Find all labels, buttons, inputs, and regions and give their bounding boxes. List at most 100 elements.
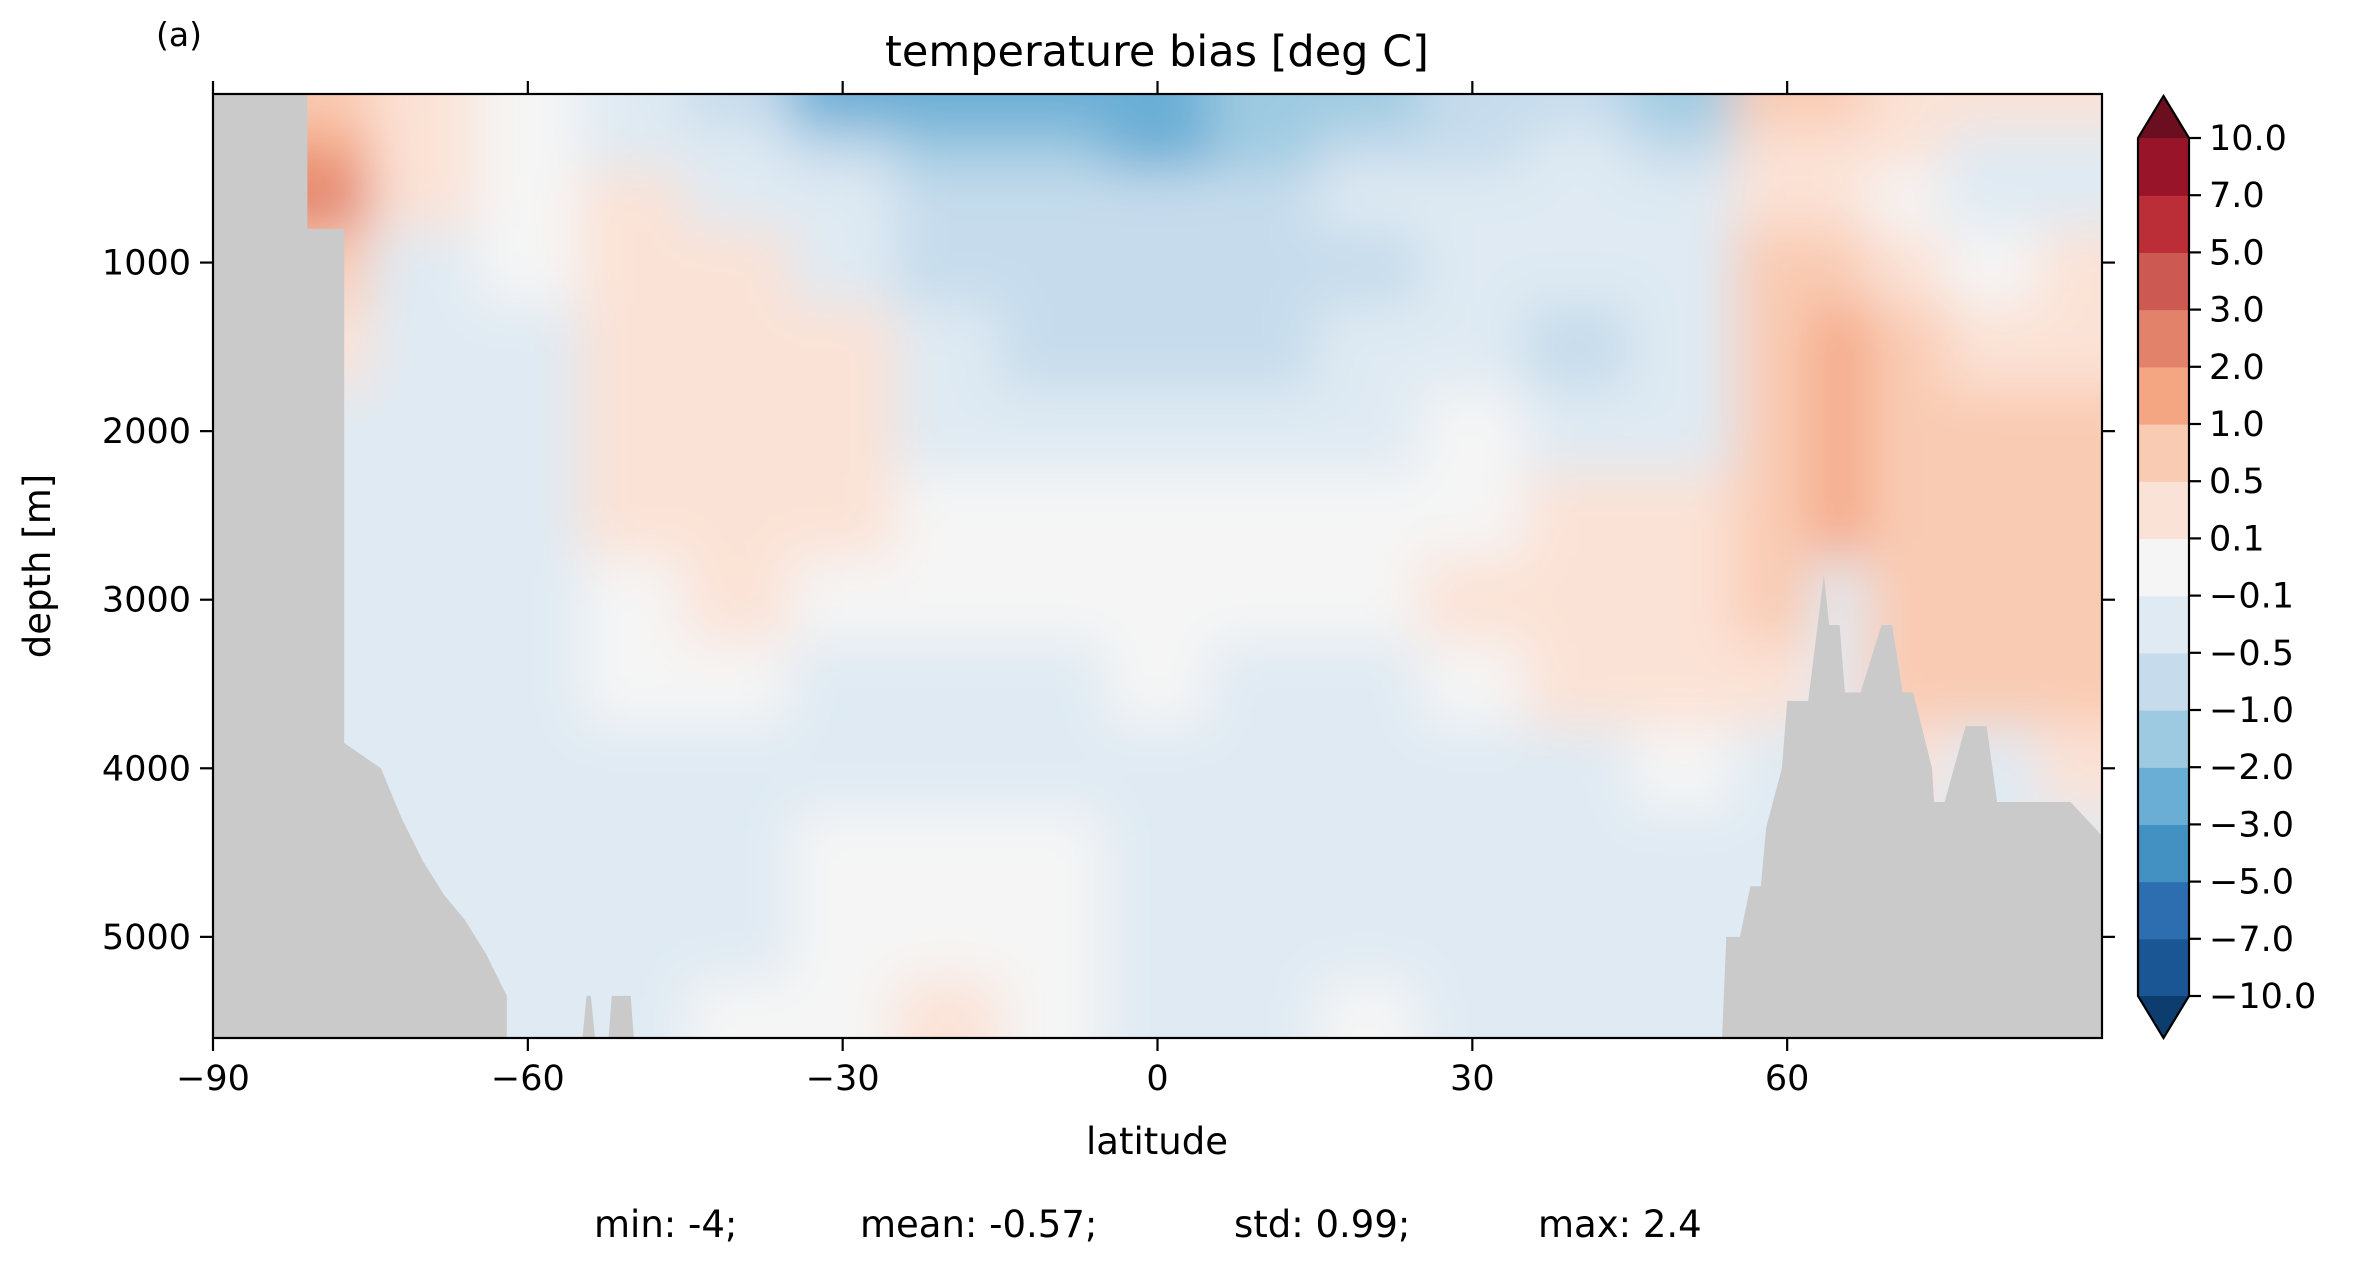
stat-std: std: 0.99;: [1234, 1203, 1410, 1246]
stats-line: min: -4; mean: -0.57; std: 0.99; max: 2.…: [594, 1203, 1702, 1246]
field-cell: [1944, 389, 2041, 475]
colorbar-swatch: [2138, 652, 2189, 711]
field-cell: [1314, 473, 1421, 559]
field-cell: [370, 127, 477, 171]
x-tick-label: −90: [176, 1059, 250, 1099]
field-cell: [370, 304, 477, 390]
field-cell: [580, 810, 687, 896]
colorbar-swatch: [2138, 710, 2189, 768]
field-cell: [1629, 894, 1736, 980]
field-cell: [895, 94, 1002, 129]
field-cell: [370, 473, 477, 559]
colorbar-tick-label: 7.0: [2209, 176, 2265, 216]
land-ridge-55S: [582, 995, 595, 1038]
field-cell: [1813, 389, 1867, 475]
land-ridge-51S: [608, 995, 634, 1038]
field-cell: [1734, 228, 1815, 306]
field-cell: [1524, 473, 1631, 559]
colorbar: −10.0 −7.0 −5.0 −3.0 −2.0 −1.0 −0.5 −0.1 0.1 0.5 1…: [2136, 93, 2316, 1041]
field-cell: [1209, 473, 1316, 559]
plot-area: [213, 94, 2102, 1038]
field-cell: [1524, 127, 1631, 171]
field-cell: [1629, 94, 1736, 129]
field-cell: [1944, 127, 2041, 171]
field-cell: [1865, 557, 1946, 643]
field-cell: [895, 389, 1002, 475]
y-tick-label: 2000: [102, 412, 191, 452]
field-cell: [895, 979, 1002, 1038]
panel-label: (a): [156, 15, 202, 54]
field-cell: [895, 557, 1002, 643]
field-cell: [1734, 127, 1815, 171]
field-cell: [1209, 127, 1316, 171]
field-cell: [685, 557, 792, 643]
field-cell: [1629, 169, 1736, 230]
field-cell: [1865, 169, 1946, 230]
field-cell: [1314, 94, 1421, 129]
field-cell: [1419, 557, 1526, 643]
field-cell: [1734, 169, 1815, 230]
field-cell: [790, 169, 897, 230]
stat-max: max: 2.4: [1538, 1203, 1702, 1246]
field-cell: [1105, 94, 1211, 129]
field-cell: [1209, 169, 1316, 230]
field-cell: [1209, 810, 1316, 896]
field-cell: [1105, 894, 1211, 980]
colorbar-tick-label: −5.0: [2209, 863, 2294, 903]
field-cell: [1629, 557, 1736, 643]
colorbar-tick-label: 2.0: [2209, 348, 2265, 388]
field-cell: [1629, 304, 1736, 390]
field-cell: [1000, 894, 1107, 980]
field-cell: [1314, 641, 1421, 728]
field-cell: [580, 228, 687, 306]
field-cell: [685, 979, 792, 1038]
field-cell: [475, 228, 582, 306]
field-cell: [1000, 94, 1107, 129]
field-cell: [685, 389, 792, 475]
field-cell: [1734, 473, 1815, 559]
field-cell: [2039, 726, 2102, 812]
colorbar-swatch: [2138, 481, 2189, 539]
field-cell: [1524, 810, 1631, 896]
colorbar-tick-label: 0.1: [2209, 519, 2265, 559]
colorbar-swatch: [2138, 824, 2189, 883]
field-cell: [1419, 894, 1526, 980]
field-cell: [1813, 304, 1867, 390]
field-cell: [1865, 389, 1946, 475]
field-cell: [1524, 894, 1631, 980]
field-cell: [2039, 473, 2102, 559]
field-cell: [1314, 557, 1421, 643]
field-cell: [1629, 979, 1736, 1038]
field-cell: [1524, 979, 1631, 1038]
y-axis-label: depth [m]: [16, 474, 59, 658]
field-cell: [1209, 557, 1316, 643]
colorbar-swatch: [2138, 309, 2189, 368]
field-cell: [1105, 557, 1211, 643]
field-cell: [790, 304, 897, 390]
field-cell: [1419, 979, 1526, 1038]
field-cell: [1000, 169, 1107, 230]
field-cell: [1734, 389, 1815, 475]
stat-min: min: -4;: [594, 1203, 737, 1246]
field-cell: [1629, 389, 1736, 475]
field-cell: [1419, 810, 1526, 896]
x-tick-label: 0: [1146, 1059, 1168, 1099]
field-cell: [895, 127, 1002, 171]
field-cell: [1314, 726, 1421, 812]
field-cell: [1944, 94, 2041, 129]
field-cell: [1209, 94, 1316, 129]
colorbar-tick-label: −0.5: [2209, 634, 2294, 674]
field-cell: [1524, 169, 1631, 230]
field-cell: [2039, 169, 2102, 230]
field-cell: [1419, 127, 1526, 171]
field-cell: [790, 127, 897, 171]
field-cell: [895, 726, 1002, 812]
field-cell: [685, 94, 792, 129]
field-cell: [1105, 304, 1211, 390]
field-cell: [1629, 810, 1736, 896]
land-arctic-shelf: [1722, 574, 2102, 1038]
field-cell: [580, 389, 687, 475]
field-cell: [1105, 810, 1211, 896]
field-cell: [1105, 473, 1211, 559]
field-cell: [1000, 473, 1107, 559]
